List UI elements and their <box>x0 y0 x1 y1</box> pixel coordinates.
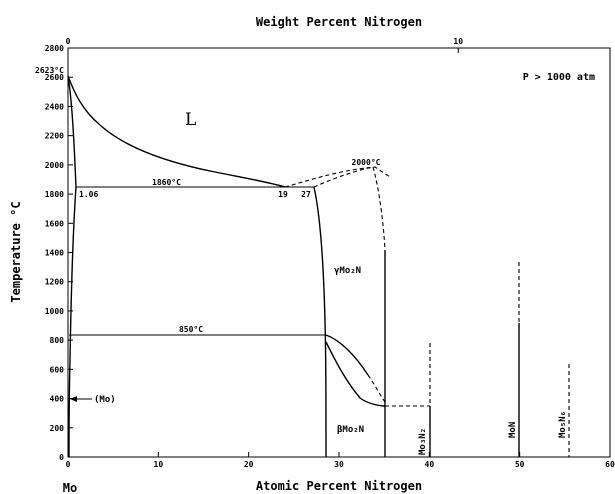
y-tick-label: 2400 <box>45 102 64 111</box>
x-tick-label: 10 <box>154 460 164 469</box>
y-tick-label: 800 <box>50 336 65 345</box>
gamma-left-boundary <box>313 186 327 458</box>
liquidus-dashed <box>284 166 391 188</box>
y-tick-label: 1200 <box>45 278 64 287</box>
mo-solvus-curve <box>68 186 77 458</box>
plot-frame <box>67 47 611 458</box>
y-tick-label: 400 <box>50 395 65 404</box>
y-axis-title: Temperature °C <box>9 201 23 302</box>
x-tick-label: 30 <box>334 460 344 469</box>
beta-boundary-upper <box>325 334 369 376</box>
mo5n6-label: Mo₅N₆ <box>558 411 568 438</box>
beta-boundary-lower <box>325 341 386 407</box>
congruent-temp-label: 2000°C <box>352 158 381 167</box>
top-axis-title: Weight Percent Nitrogen <box>256 15 422 29</box>
mo-solidus-curve <box>67 75 77 188</box>
gamma-upper-dashed <box>313 166 374 188</box>
melting-point-label: 2623°C <box>35 66 64 75</box>
pressure-note: P > 1000 atm <box>523 72 595 83</box>
eutectic-comp-label: 19 <box>278 190 288 199</box>
x-tick-label: 0 <box>66 460 71 469</box>
gamma-limit-label: 27 <box>301 190 311 199</box>
x-tick-label: 20 <box>244 460 254 469</box>
gamma-right-dashed <box>372 166 386 251</box>
beta-boundary-dashed <box>367 374 386 403</box>
gamma-phase-label: γMo₂N <box>334 266 361 276</box>
y-tick-label: 2600 <box>45 73 64 82</box>
y-tick-label: 2000 <box>45 161 64 170</box>
bottom-axis-title: Atomic Percent Nitrogen <box>256 479 422 493</box>
x-tick-label: 50 <box>515 460 525 469</box>
x-tick-label: 60 <box>605 460 615 469</box>
eutectic-temp-label: 1860°C <box>152 178 181 187</box>
eutectoid-temp-label: 850°C <box>179 325 203 334</box>
element-label: Mo <box>63 481 77 494</box>
x-tick-label: 40 <box>425 460 435 469</box>
beta-phase-label: βMo₂N <box>337 425 364 435</box>
mo3n2-label: Mo₃N₂ <box>418 428 428 455</box>
top-tick-label: 10 <box>453 37 463 46</box>
mon-label: MoN <box>508 422 518 438</box>
y-tick-label: 1600 <box>45 219 64 228</box>
y-tick-label: 2800 <box>45 44 64 53</box>
y-tick-label: 1400 <box>45 249 64 258</box>
mo-solubility-label: 1.06 <box>79 190 98 199</box>
liquid-label: L <box>185 110 196 130</box>
top-tick-label: 0 <box>66 37 71 46</box>
y-tick-label: 600 <box>50 365 65 374</box>
y-tick-label: 2200 <box>45 132 64 141</box>
y-tick-label: 200 <box>50 424 65 433</box>
liquidus-curve <box>67 75 286 188</box>
mo-phase-label: (Mo) <box>94 395 116 405</box>
y-tick-label: 0 <box>59 453 64 462</box>
y-tick-label: 1800 <box>45 190 64 199</box>
y-tick-label: 1000 <box>45 307 64 316</box>
mo-arrow-head <box>70 396 77 402</box>
